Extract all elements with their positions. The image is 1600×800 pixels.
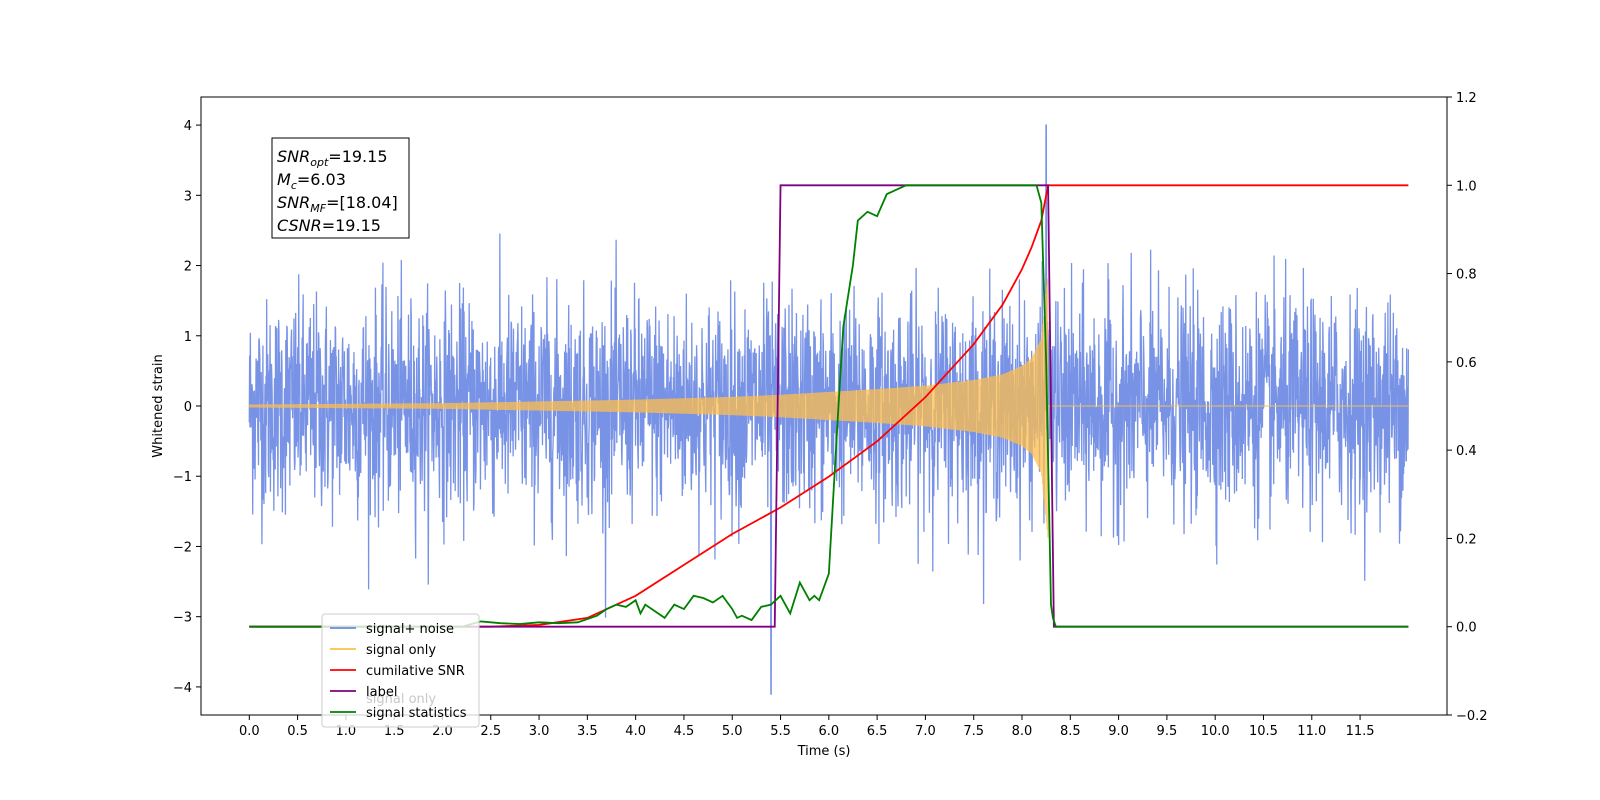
x-axis-label: Time (s) (797, 744, 851, 759)
x-tick-label: 3.5 (577, 724, 598, 739)
annotation-line: Mc=6.03 (277, 170, 346, 192)
x-tick-label: 1.0 (336, 724, 357, 739)
legend-label: signal statistics (366, 706, 467, 721)
x-tick-label: 4.0 (625, 724, 646, 739)
y-right-tick-label: −0.2 (1456, 709, 1488, 724)
annotation-line: SNRopt=19.15 (277, 147, 388, 169)
legend-frame (321, 613, 480, 728)
x-tick-label: 1.5 (384, 724, 405, 739)
x-tick-label: 2.0 (432, 724, 453, 739)
legend-label: cumilative SNR (366, 664, 465, 679)
x-tick-label: 0.0 (239, 724, 260, 739)
x-tick-label: 5.5 (770, 724, 791, 739)
y-left-tick-label: 2 (184, 260, 192, 275)
x-tick-label: 7.5 (963, 724, 984, 739)
legend-label: label (366, 685, 397, 700)
y-right-tick-label: 0.0 (1456, 621, 1477, 636)
y-right-tick-label: 1.0 (1456, 179, 1477, 194)
annotation-line: CSNR=19.15 (277, 216, 381, 235)
y-right-tick-label: 1.2 (1456, 91, 1477, 106)
y-left-tick-label: 4 (184, 119, 192, 134)
x-tick-label: 3.0 (529, 724, 550, 739)
signal-statistics-line (249, 184, 1409, 628)
x-tick-label: 10.5 (1249, 724, 1278, 739)
y-right-tick-label: 0.2 (1456, 532, 1477, 547)
legend-label: signal only (366, 643, 436, 658)
x-tick-label: 11.0 (1297, 724, 1326, 739)
x-tick-label: 6.5 (867, 724, 888, 739)
legend: signal only signal+ noise signal only cumil… (321, 613, 480, 728)
annotation-line: SNRMF=[18.04] (277, 193, 398, 215)
y-right-tick-label: 0.4 (1456, 444, 1477, 459)
annotation-box: SNRopt=19.15Mc=6.03SNRMF=[18.04]CSNR=19.… (271, 137, 410, 239)
x-tick-label: 9.5 (1157, 724, 1178, 739)
x-tick-label: 6.0 (818, 724, 839, 739)
plot-area (248, 124, 1410, 695)
x-tick-label: 5.0 (722, 724, 743, 739)
y-left-tick-label: −2 (173, 540, 192, 555)
x-tick-label: 10.0 (1201, 724, 1230, 739)
legend-label: signal+ noise (366, 622, 454, 637)
y-axis-label: Whitened strain (151, 354, 166, 457)
y-left-tick-label: −4 (173, 681, 192, 696)
y-right-tick-label: 0.6 (1456, 356, 1477, 371)
y-left-tick-label: 3 (184, 189, 192, 204)
x-tick-label: 0.5 (287, 724, 308, 739)
y-left-tick-label: −3 (173, 611, 192, 626)
annotation-frame (271, 137, 410, 239)
legend-hidden-text: signal only (366, 692, 436, 707)
x-tick-label: 9.0 (1108, 724, 1129, 739)
x-tick-label: 11.5 (1346, 724, 1375, 739)
y-left-tick-label: −1 (173, 470, 192, 485)
y-right-tick-label: 0.8 (1456, 268, 1477, 283)
x-tick-label: 4.5 (674, 724, 695, 739)
signal-noise-line (248, 124, 1410, 695)
signal-only-line (248, 278, 1409, 538)
x-tick-label: 8.5 (1060, 724, 1081, 739)
x-tick-label: 8.0 (1012, 724, 1033, 739)
y-left-tick-label: 1 (184, 330, 192, 345)
y-left-tick-label: 0 (184, 400, 192, 415)
x-tick-label: 7.0 (915, 724, 936, 739)
x-tick-label: 2.5 (480, 724, 501, 739)
